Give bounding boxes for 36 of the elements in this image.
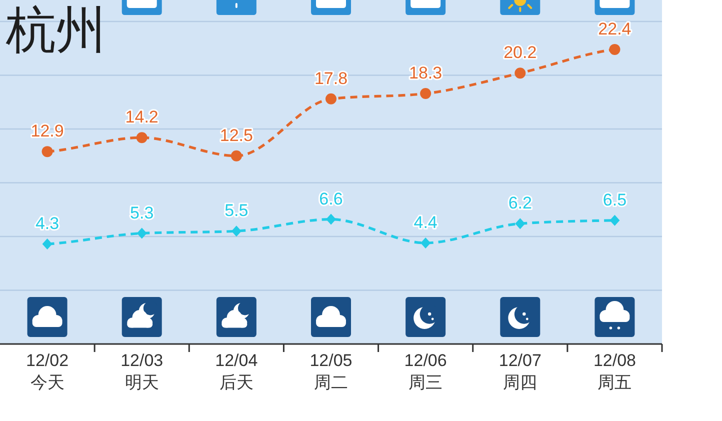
point	[514, 68, 526, 79]
data-label: 6.5	[602, 190, 627, 210]
point	[42, 238, 52, 250]
data-label: 5.5	[224, 201, 248, 220]
data-label: 4.4	[414, 212, 438, 232]
data-label: 12.5	[220, 126, 253, 145]
point	[609, 44, 620, 55]
point	[420, 237, 431, 248]
point	[610, 214, 620, 226]
x-tick-label: 12/02 今天	[26, 351, 69, 392]
point	[42, 146, 53, 158]
point	[420, 88, 432, 100]
point	[231, 226, 242, 237]
data-label: 20.2	[504, 43, 537, 62]
point	[326, 93, 336, 104]
data-label: 6.6	[319, 189, 343, 208]
x-tick-label: 12/08 周五	[593, 351, 636, 392]
data-label: 6.2	[508, 194, 532, 213]
data-label: 5.3	[130, 203, 154, 222]
x-tick-label: 12/07 周四	[498, 351, 542, 392]
x-tick-label: 12/03 明天	[120, 351, 164, 392]
data-label: 22.4	[598, 19, 632, 38]
data-label: 12.9	[30, 122, 64, 141]
data-label: 17.8	[314, 68, 348, 88]
data-label: 18.3	[409, 64, 442, 83]
point	[230, 150, 242, 162]
point	[515, 218, 526, 230]
data-label: 4.3	[35, 214, 60, 234]
x-tick-label: 12/06 周三	[404, 351, 447, 392]
data-label: 14.2	[125, 108, 158, 127]
point	[136, 132, 148, 144]
chart-title: 杭州	[5, 1, 106, 59]
point	[136, 228, 147, 239]
x-tick-label: 12/05 周二	[310, 351, 352, 392]
x-tick-label: 12/04 后天	[215, 351, 258, 392]
point	[326, 214, 336, 225]
